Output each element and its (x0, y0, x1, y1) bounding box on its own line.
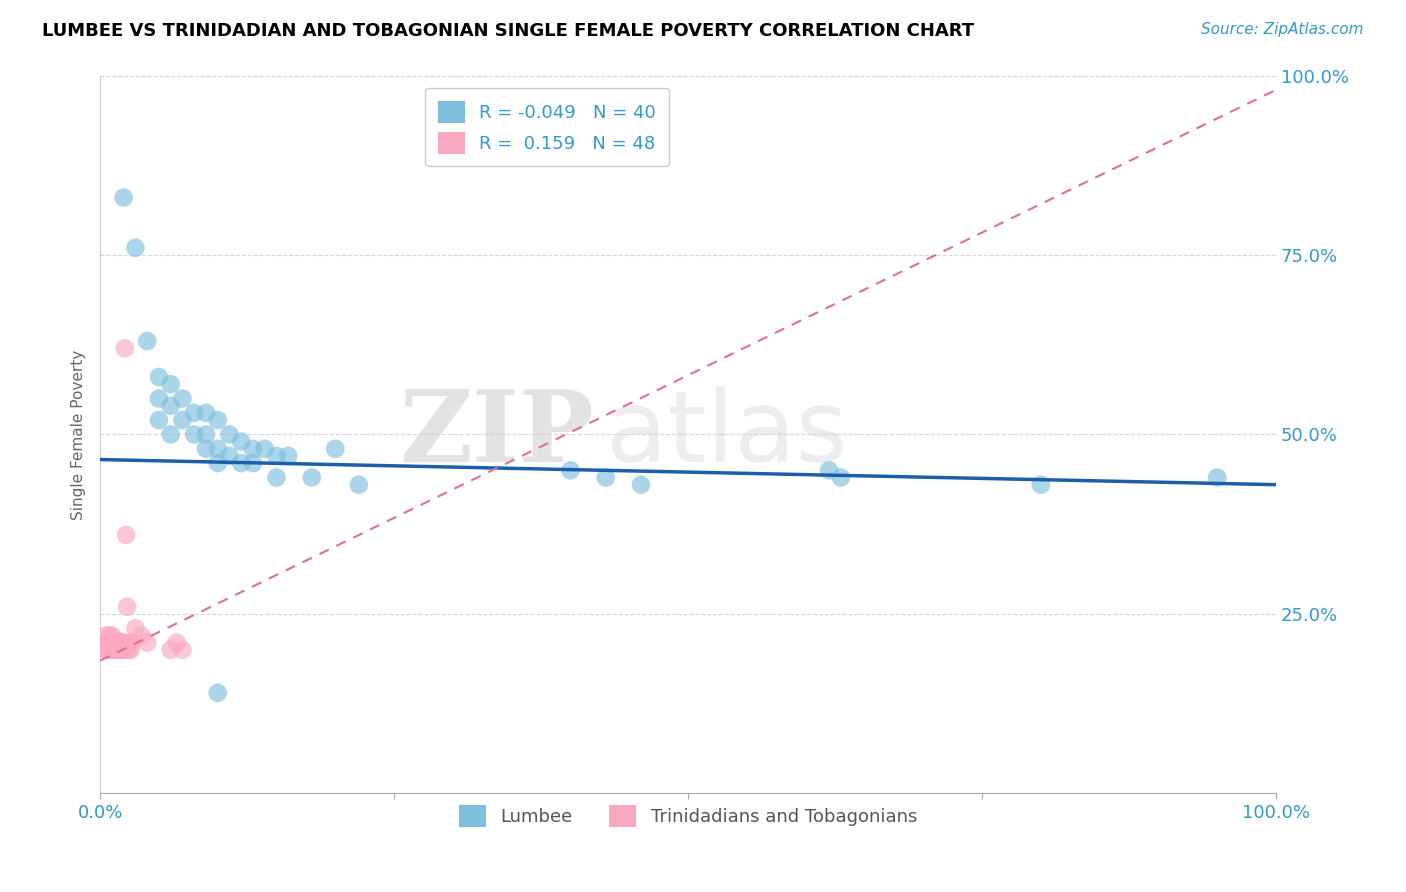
Point (104, 642, 127, 657)
Point (97, 635, 120, 649)
Point (207, 442, 229, 456)
Point (94, 635, 117, 649)
Point (110, 642, 132, 657)
Point (103, 635, 125, 649)
Point (183, 406, 205, 420)
Point (108, 642, 131, 657)
Point (218, 449, 240, 463)
Point (172, 642, 194, 657)
Point (136, 635, 159, 649)
Point (172, 413, 194, 427)
Point (347, 477, 370, 491)
Point (112, 642, 135, 657)
Point (101, 642, 124, 657)
Point (194, 442, 217, 456)
Point (231, 434, 253, 449)
Point (172, 392, 194, 406)
Point (112, 190, 135, 204)
Point (595, 470, 617, 484)
Point (94, 628, 117, 642)
Point (121, 635, 143, 649)
Point (218, 427, 240, 442)
Point (124, 621, 146, 635)
Point (114, 341, 136, 355)
Point (323, 442, 346, 456)
Point (129, 628, 152, 642)
Point (1029, 477, 1052, 491)
Text: atlas: atlas (606, 386, 848, 483)
Point (159, 427, 181, 442)
Point (830, 470, 852, 484)
Point (148, 392, 170, 406)
Point (100, 642, 122, 657)
Point (101, 635, 124, 649)
Point (101, 628, 124, 642)
Point (117, 642, 139, 657)
Point (100, 635, 122, 649)
Point (103, 642, 125, 657)
Point (96, 635, 118, 649)
Point (94, 642, 117, 657)
Point (277, 449, 299, 463)
Y-axis label: Single Female Poverty: Single Female Poverty (72, 350, 86, 519)
Point (242, 456, 264, 470)
Point (560, 463, 582, 477)
Point (148, 370, 170, 384)
Point (115, 599, 138, 614)
Point (98, 635, 121, 649)
Text: ZIP: ZIP (399, 386, 593, 483)
Point (266, 449, 288, 463)
Point (242, 442, 264, 456)
Point (111, 642, 134, 657)
Point (1206, 470, 1229, 484)
Point (105, 635, 128, 649)
Point (111, 635, 134, 649)
Text: LUMBEE VS TRINIDADIAN AND TOBAGONIAN SINGLE FEMALE POVERTY CORRELATION CHART: LUMBEE VS TRINIDADIAN AND TOBAGONIAN SIN… (42, 22, 974, 40)
Point (301, 470, 323, 484)
Point (96, 642, 118, 657)
Point (104, 635, 127, 649)
Text: Source: ZipAtlas.com: Source: ZipAtlas.com (1201, 22, 1364, 37)
Point (207, 686, 229, 700)
Point (108, 635, 131, 649)
Point (101, 635, 124, 649)
Point (101, 642, 124, 657)
Point (98, 642, 121, 657)
Point (105, 642, 128, 657)
Point (120, 642, 142, 657)
Point (194, 406, 217, 420)
Legend: Lumbee, Trinidadians and Tobagonians: Lumbee, Trinidadians and Tobagonians (451, 798, 924, 835)
Point (110, 635, 132, 649)
Point (107, 642, 129, 657)
Point (630, 477, 652, 491)
Point (207, 456, 229, 470)
Point (108, 635, 131, 649)
Point (115, 528, 138, 542)
Point (207, 413, 229, 427)
Point (97, 642, 120, 657)
Point (159, 642, 181, 657)
Point (183, 427, 205, 442)
Point (98, 628, 121, 642)
Point (136, 334, 159, 348)
Point (124, 241, 146, 255)
Point (231, 456, 253, 470)
Point (166, 635, 188, 649)
Point (107, 635, 129, 649)
Point (266, 470, 288, 484)
Point (118, 635, 141, 649)
Point (148, 413, 170, 427)
Point (108, 642, 131, 657)
Point (159, 377, 181, 392)
Point (818, 463, 841, 477)
Point (253, 442, 276, 456)
Point (159, 399, 181, 413)
Point (194, 427, 217, 442)
Point (112, 635, 135, 649)
